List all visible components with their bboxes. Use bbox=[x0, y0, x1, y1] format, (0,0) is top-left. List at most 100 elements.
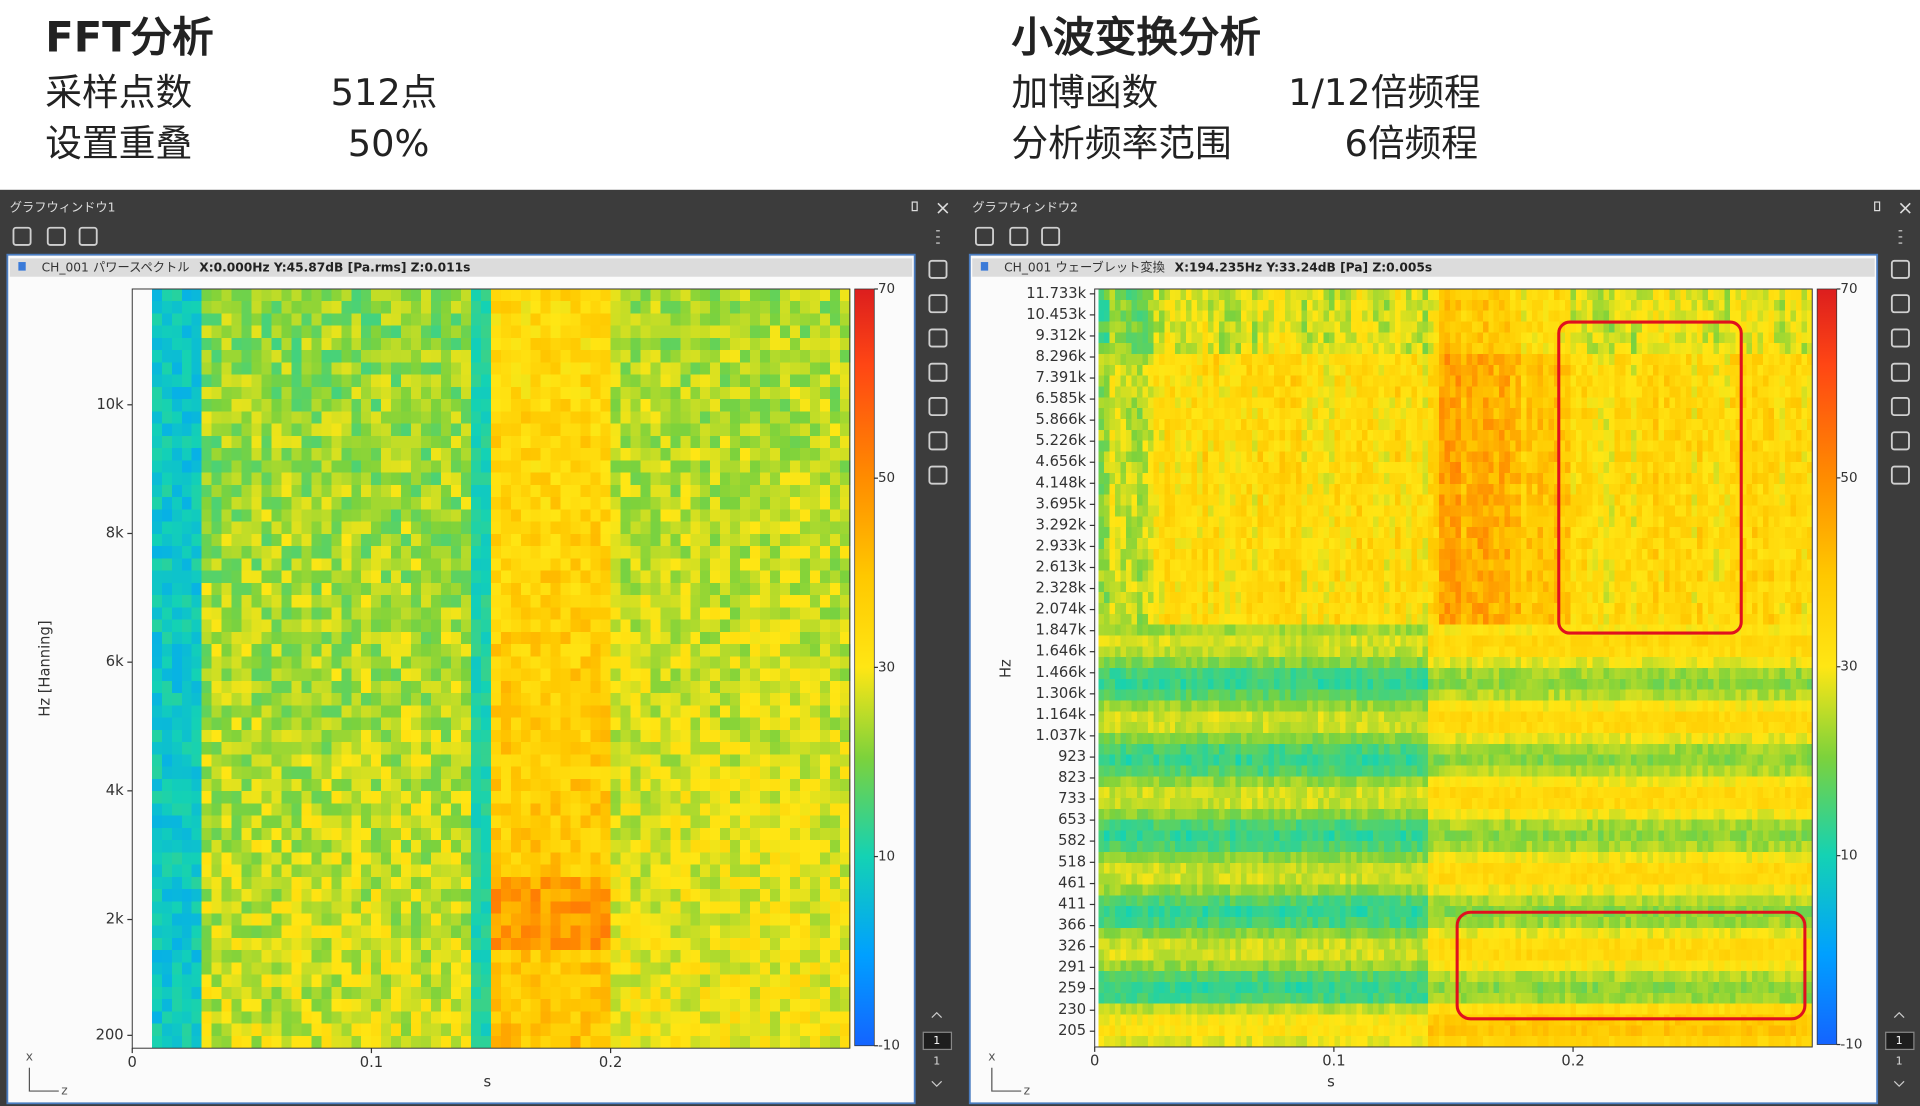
heatmap-cell bbox=[191, 803, 203, 817]
toolbar-button[interactable] bbox=[12, 226, 32, 246]
side-tool-button[interactable] bbox=[928, 431, 948, 451]
heatmap-cell bbox=[470, 925, 482, 939]
side-tool-button[interactable] bbox=[1890, 431, 1910, 451]
heatmap-cell bbox=[161, 497, 173, 510]
heatmap-cell bbox=[570, 558, 582, 572]
toolbar-button[interactable] bbox=[46, 226, 66, 246]
heatmap-cell bbox=[1219, 321, 1226, 333]
heatmap-cell bbox=[620, 754, 631, 768]
heatmap-cell bbox=[241, 484, 253, 498]
heatmap-cell bbox=[570, 913, 582, 927]
side-tool-button[interactable] bbox=[928, 397, 948, 417]
heatmap-cell bbox=[311, 607, 322, 621]
heatmap-cell bbox=[341, 460, 352, 474]
heatmap-cell bbox=[161, 668, 173, 682]
heatmap-cell bbox=[391, 325, 402, 339]
heatmap-cell bbox=[540, 778, 552, 792]
heatmap-cell bbox=[520, 631, 532, 645]
heatmap-cell bbox=[450, 362, 462, 376]
pin-button[interactable] bbox=[911, 201, 918, 212]
heatmap-cell bbox=[710, 374, 721, 388]
heatmap-cell bbox=[371, 876, 382, 890]
side-tool-button[interactable] bbox=[928, 465, 948, 485]
toolbar-button[interactable] bbox=[1009, 226, 1029, 246]
heatmap-cell bbox=[231, 754, 243, 768]
heatmap-cell bbox=[530, 766, 542, 780]
heatmap-cell bbox=[670, 607, 681, 621]
side-tool-button[interactable] bbox=[928, 294, 948, 314]
heatmap-cell bbox=[181, 350, 193, 363]
heatmap-cell bbox=[440, 619, 452, 633]
heatmap-cell bbox=[331, 313, 342, 327]
heatmap-cell bbox=[740, 889, 751, 902]
close-button[interactable] bbox=[937, 202, 949, 214]
heatmap-cell bbox=[1219, 332, 1226, 344]
heatmap-cell bbox=[211, 325, 223, 339]
heatmap-cell bbox=[560, 656, 572, 670]
heatmap-cell bbox=[181, 595, 193, 608]
heatmap-cell bbox=[720, 570, 731, 584]
heatmap-cell bbox=[1361, 321, 1368, 333]
heatmap-cell bbox=[321, 680, 332, 694]
heatmap-cell bbox=[211, 668, 223, 682]
heatmap-cell bbox=[301, 448, 312, 461]
side-tool-button[interactable] bbox=[1890, 465, 1910, 485]
heatmap-cell bbox=[780, 448, 791, 461]
page-up[interactable] bbox=[1893, 1011, 1905, 1019]
heatmap-cell bbox=[470, 840, 482, 853]
heatmap-cell bbox=[171, 399, 183, 412]
side-tool-button[interactable] bbox=[928, 259, 948, 279]
heatmap-cell bbox=[740, 815, 751, 829]
side-tool-button[interactable] bbox=[1890, 294, 1910, 314]
heatmap-cell bbox=[221, 521, 233, 535]
heatmap-cell bbox=[401, 521, 412, 535]
heatmap-cell bbox=[580, 288, 592, 302]
side-tool-button[interactable] bbox=[1890, 397, 1910, 417]
page-down[interactable] bbox=[931, 1080, 943, 1088]
heatmap-cell bbox=[490, 974, 502, 988]
heatmap-cell bbox=[421, 766, 432, 780]
heatmap-cell bbox=[221, 423, 233, 437]
side-tool-button[interactable] bbox=[1890, 362, 1910, 382]
page-up[interactable] bbox=[931, 1011, 943, 1019]
heatmap-cell bbox=[470, 962, 482, 976]
heatmap-cell bbox=[450, 791, 462, 804]
heatmap-cell bbox=[161, 472, 173, 486]
close-button[interactable] bbox=[1899, 202, 1911, 214]
heatmap-cell bbox=[271, 937, 282, 951]
heatmap-cell bbox=[700, 778, 711, 792]
heatmap-cell bbox=[700, 803, 711, 817]
toolbar-button[interactable] bbox=[975, 226, 994, 246]
heatmap-cell bbox=[231, 913, 243, 927]
heatmap-cell bbox=[281, 533, 292, 547]
heatmap-cell bbox=[271, 693, 282, 706]
side-tool-button[interactable] bbox=[1890, 259, 1910, 279]
heatmap-cell bbox=[500, 558, 512, 572]
heatmap-cell bbox=[191, 693, 203, 706]
heatmap-cell bbox=[460, 448, 472, 461]
side-tool-button[interactable] bbox=[928, 362, 948, 382]
toolbar-button[interactable] bbox=[78, 226, 98, 246]
heatmap-cell bbox=[500, 619, 512, 633]
side-tool-button[interactable] bbox=[1890, 328, 1910, 348]
heatmap-cell bbox=[291, 570, 302, 584]
heatmap-cell bbox=[231, 448, 243, 461]
heatmap-cell bbox=[171, 533, 183, 547]
pin-button[interactable] bbox=[1874, 201, 1881, 212]
heatmap-cell bbox=[680, 570, 691, 584]
heatmap-cell bbox=[730, 656, 741, 670]
heatmap-cell bbox=[500, 386, 512, 400]
heatmap-cell bbox=[650, 680, 661, 694]
heatmap-cell bbox=[550, 619, 562, 633]
heatmap-cell bbox=[610, 435, 621, 449]
heatmap-cell bbox=[520, 546, 532, 559]
heatmap-cell bbox=[351, 411, 362, 425]
toolbar-button[interactable] bbox=[1041, 226, 1061, 246]
page-down[interactable] bbox=[1893, 1080, 1905, 1088]
heatmap-cell bbox=[480, 840, 492, 853]
heatmap-cell bbox=[470, 595, 482, 608]
heatmap-cell bbox=[181, 325, 193, 339]
side-tool-button[interactable] bbox=[928, 328, 948, 348]
heatmap-cell bbox=[191, 864, 203, 878]
heatmap-cell bbox=[809, 754, 821, 768]
